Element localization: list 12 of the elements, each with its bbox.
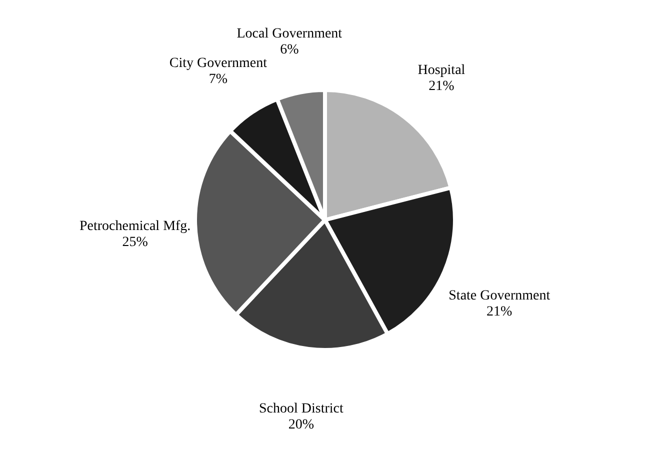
slice-label: City Government <box>169 56 268 71</box>
data-label: 25% <box>122 234 148 250</box>
data-label: 20% <box>288 418 314 432</box>
data-label: 7% <box>208 72 228 87</box>
data-label: 21% <box>486 304 513 320</box>
slice-label: Petrochemical Mfg. <box>80 218 191 234</box>
data-label: 6% <box>280 42 300 58</box>
slice-label: State Government <box>448 288 550 304</box>
data-label: 21% <box>428 78 455 94</box>
slice-label: Local Government <box>236 26 342 42</box>
slice-label: School District <box>258 402 344 416</box>
slice-label: Hospital <box>418 62 466 78</box>
